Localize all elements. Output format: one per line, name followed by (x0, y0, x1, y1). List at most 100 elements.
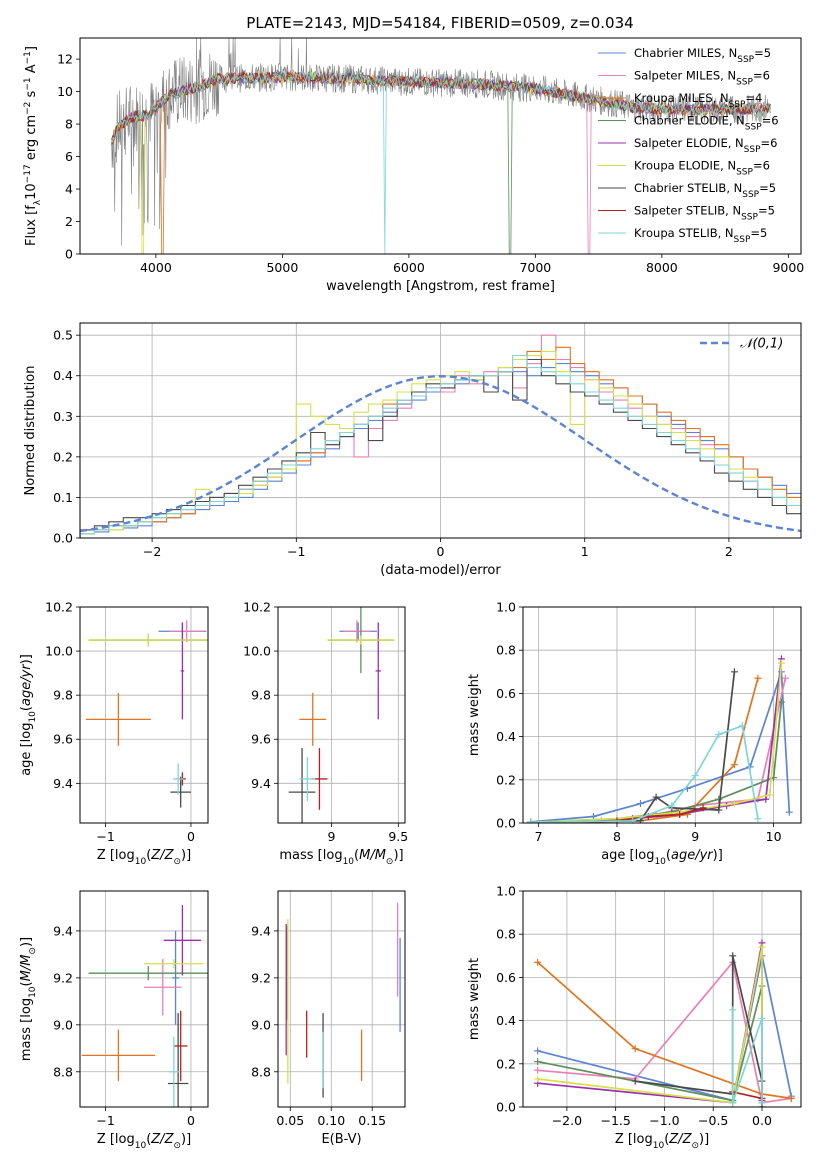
label-part: ( (19, 981, 34, 986)
legend-suffix: =6 (753, 69, 770, 83)
massz-xlabel: Z [log10(Z/Z⊙)] (97, 1132, 191, 1151)
data-point-6 (170, 776, 191, 808)
x-tick-label: 9 (327, 829, 335, 844)
x-tick-label: 0 (437, 544, 445, 559)
weight-marker (534, 1066, 542, 1074)
y-tick-label: 0.0 (496, 816, 516, 831)
label-part: −2 (23, 102, 33, 115)
x-tick-label: 0.10 (317, 1113, 345, 1128)
weight-marker (527, 818, 535, 823)
axes-frame (79, 890, 209, 1108)
data-point-5 (144, 959, 204, 969)
y-tick-label: 9.4 (53, 776, 73, 791)
label-part: age [log (601, 848, 654, 863)
y-tick-label: 9.2 (251, 970, 271, 985)
weight-marker (781, 674, 789, 682)
legend-label: Chabrier ELODIE, NSSP=6 (634, 114, 779, 133)
label-part: ⊙ (28, 947, 38, 955)
x-tick-label: −0.5 (698, 1113, 728, 1128)
label-part: ( (146, 1132, 151, 1147)
y-tick-label: 2 (65, 214, 73, 229)
label-part: age [log (19, 723, 34, 776)
legend-suffix: =4 (745, 91, 762, 105)
weight-marker (762, 795, 770, 803)
weight-marker (534, 1058, 542, 1066)
weight-series-3 (537, 985, 763, 1103)
plot-area (81, 905, 208, 1107)
x-tick-label: 9000 (772, 260, 804, 275)
weight-marker (691, 771, 699, 779)
legend-sub: SSP (742, 190, 759, 200)
legend-label: Chabrier STELIB, NSSP=5 (634, 181, 776, 200)
label-part: )] (181, 848, 191, 863)
weight-marker (730, 668, 738, 676)
label-part: )] (713, 848, 723, 863)
legend-sub: SSP (736, 168, 753, 178)
legend-label: Kroupa ELODIE, NSSP=6 (634, 159, 770, 178)
label-part: Flux [f (24, 205, 39, 246)
legend-suffix: =6 (762, 114, 779, 128)
x-tick-label: 9 (691, 829, 699, 844)
legend-sub: SSP (734, 235, 751, 245)
legend-suffix: =5 (759, 181, 776, 195)
x-tick-label: 0 (187, 829, 195, 844)
weight-series-6 (530, 671, 736, 823)
legend-name: Chabrier ELODIE, N (634, 114, 745, 128)
x-tick-label: 4000 (140, 260, 172, 275)
mass_vs_Z-axes: −1 0 8.8 9.0 9.2 9.4 (53, 890, 209, 1128)
y-tick-label: 9.8 (53, 688, 73, 703)
data-point-0 (172, 930, 179, 1025)
axes-frame (79, 37, 802, 255)
grid (278, 891, 405, 1107)
weight-marker (715, 806, 723, 814)
legend-label: Kroupa MILES, NSSP=4 (634, 91, 762, 110)
label-part: age/yr (19, 663, 34, 706)
y-tick-label: 9.6 (53, 732, 73, 747)
y-tick-label: 0.3 (53, 409, 73, 424)
y-tick-label: 0.2 (496, 772, 516, 787)
label-part: −1 (23, 77, 33, 90)
legend-sub: SSP (745, 123, 762, 133)
axes-frame (277, 606, 406, 824)
label-part: −17 (23, 164, 33, 183)
label-part: )] (699, 1132, 709, 1147)
label-part: ( (666, 848, 671, 863)
y-tick-label: 10.2 (243, 600, 271, 615)
plot-area (288, 607, 395, 823)
data-point-3 (88, 966, 208, 981)
weight-marker (636, 800, 644, 808)
legend-sub: SSP (744, 145, 761, 155)
x-tick-label: 0.15 (358, 1113, 386, 1128)
x-tick-label: 5000 (266, 260, 298, 275)
x-tick-label: −1.0 (649, 1113, 679, 1128)
plot-area (527, 655, 793, 823)
weight-marker (534, 958, 542, 966)
label-part: 10 (135, 1141, 147, 1151)
weight-marker (730, 800, 738, 808)
spectrum-axes: 4000 5000 6000 7000 8000 9000 0 2 4 6 8 10 12 (57, 37, 804, 275)
weight-series-2 (530, 678, 759, 823)
x-tick-label: 8 (613, 829, 621, 844)
label-part: Z [log (97, 1132, 135, 1147)
weight-marker (534, 1047, 542, 1055)
y-tick-label: 0.2 (496, 1056, 516, 1071)
label-part: E(B-V) (321, 1132, 361, 1147)
label-part: λ (33, 199, 43, 205)
y-tick-label: 9.4 (251, 776, 271, 791)
label-part: erg cm (24, 115, 39, 164)
label-part: ⊙ (691, 1141, 699, 1151)
age_vs_mass-axes: 9 9.5 9.4 9.6 9.8 10.0 10.2 (243, 600, 408, 845)
legend-name: Kroupa STELIB, N (634, 226, 734, 240)
weight-marker (729, 1099, 737, 1107)
y-tick-label: 0.8 (496, 643, 516, 658)
label-part: Z/Z (150, 1132, 174, 1147)
legend-suffix: =5 (758, 204, 775, 218)
data-point-1 (144, 959, 182, 1016)
legend-name: Chabrier MILES, N (634, 46, 737, 60)
label-part: Z [log (97, 848, 135, 863)
y-tick-label: 8.8 (251, 1064, 271, 1079)
weight-marker (629, 817, 637, 823)
weight-marker (715, 730, 723, 738)
weight-marker (699, 804, 707, 812)
